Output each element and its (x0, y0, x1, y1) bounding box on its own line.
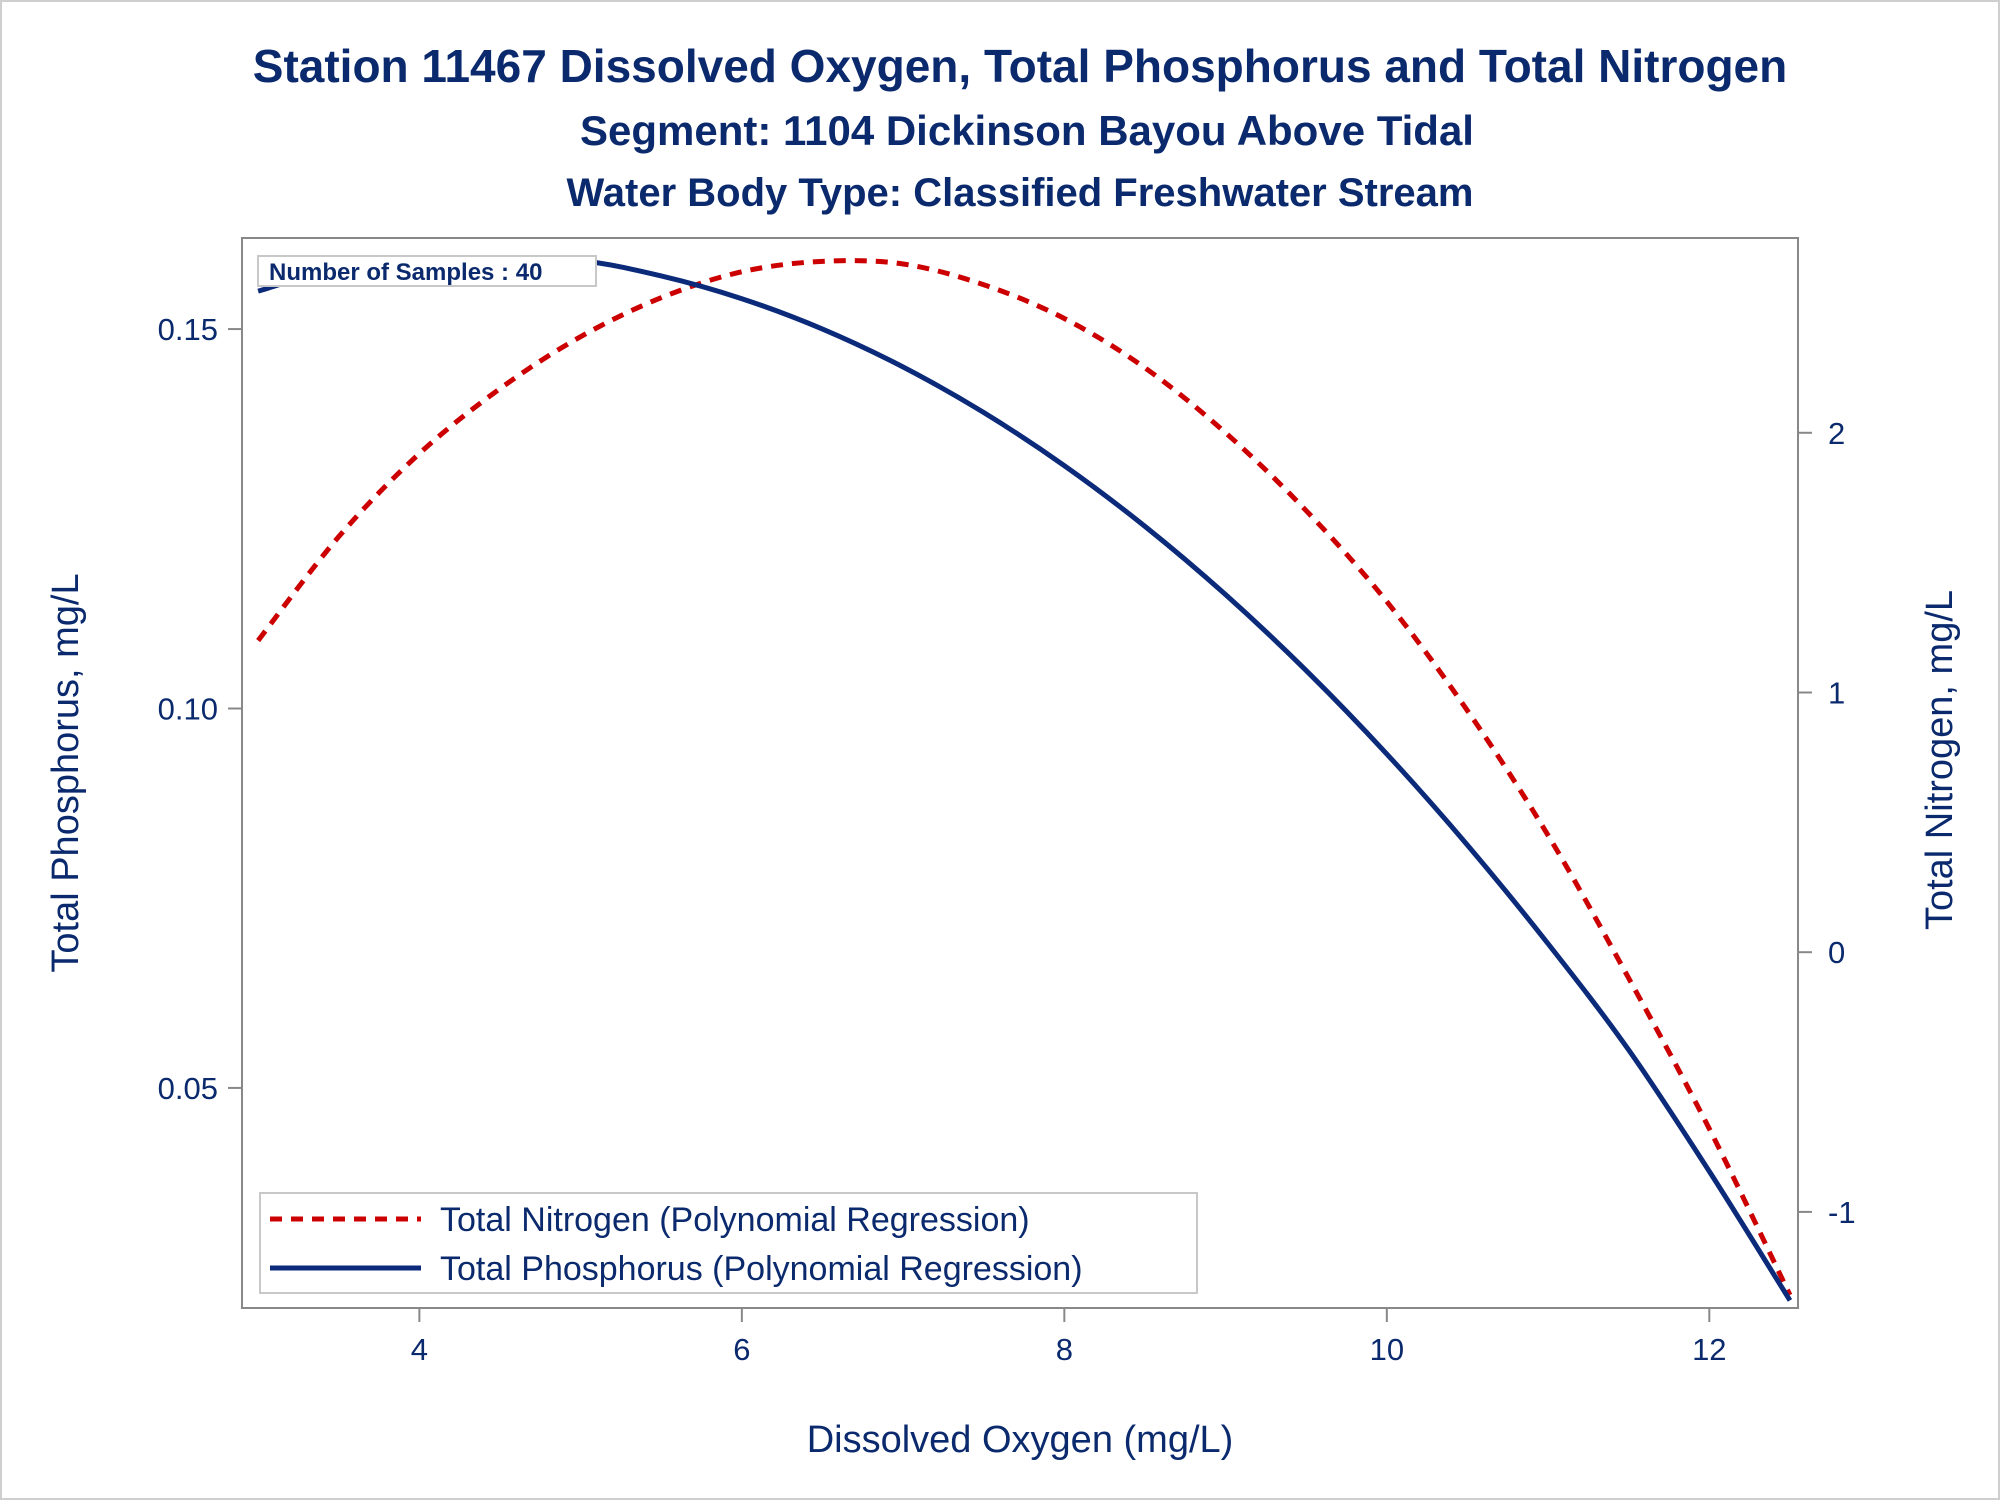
series-line-nitrogen (256, 258, 1793, 1297)
x-tick-label: 6 (733, 1332, 750, 1367)
y2-axis-label: Total Nitrogen, mg/L (1919, 590, 1961, 930)
legend-box (259, 1192, 1198, 1294)
y2-tick-label: -1 (1828, 1195, 1856, 1230)
chart-subtitle: Segment: 1104 Dickinson Bayou Above Tida… (580, 107, 1474, 154)
y2-tick-label: 0 (1828, 935, 1845, 970)
sample-count-inset: Number of Samples : 40 (257, 255, 597, 287)
x-tick-label: 8 (1056, 1332, 1073, 1367)
y2-tick-label: 2 (1828, 416, 1845, 451)
y-axis-right: -1 0 1 2 (1798, 416, 1856, 1230)
plot-area (241, 237, 1799, 1309)
x-tick-label: 10 (1370, 1332, 1404, 1367)
y-tick-label: 0.15 (158, 312, 218, 347)
sample-count-text: Number of Samples : 40 (269, 259, 542, 286)
chart-title: Station 11467 Dissolved Oxygen, Total Ph… (253, 40, 1787, 92)
y2-tick-label: 1 (1828, 675, 1845, 710)
x-tick-label: 4 (411, 1332, 428, 1367)
chart-subtitle-2: Water Body Type: Classified Freshwater S… (567, 171, 1474, 215)
series-line-phosphorus (257, 257, 1793, 1302)
series-layer (256, 257, 1793, 1302)
y-axis-label: Total Phosphorus, mg/L (45, 573, 87, 972)
legend: Total Nitrogen (Polynomial Regression) T… (259, 1192, 1198, 1294)
x-axis-label: Dissolved Oxygen (mg/L) (807, 1419, 1234, 1461)
y-tick-label: 0.10 (158, 691, 218, 726)
x-tick-label: 12 (1692, 1332, 1726, 1367)
legend-label-nitrogen: Total Nitrogen (Polynomial Regression) (440, 1201, 1030, 1239)
y-tick-label: 0.05 (158, 1071, 218, 1106)
sample-count-box (257, 255, 597, 287)
legend-label-phosphorus: Total Phosphorus (Polynomial Regression) (440, 1250, 1083, 1288)
x-axis: 4 6 8 10 12 (411, 1308, 1727, 1367)
y-axis-left: 0.05 0.10 0.15 (158, 312, 242, 1106)
